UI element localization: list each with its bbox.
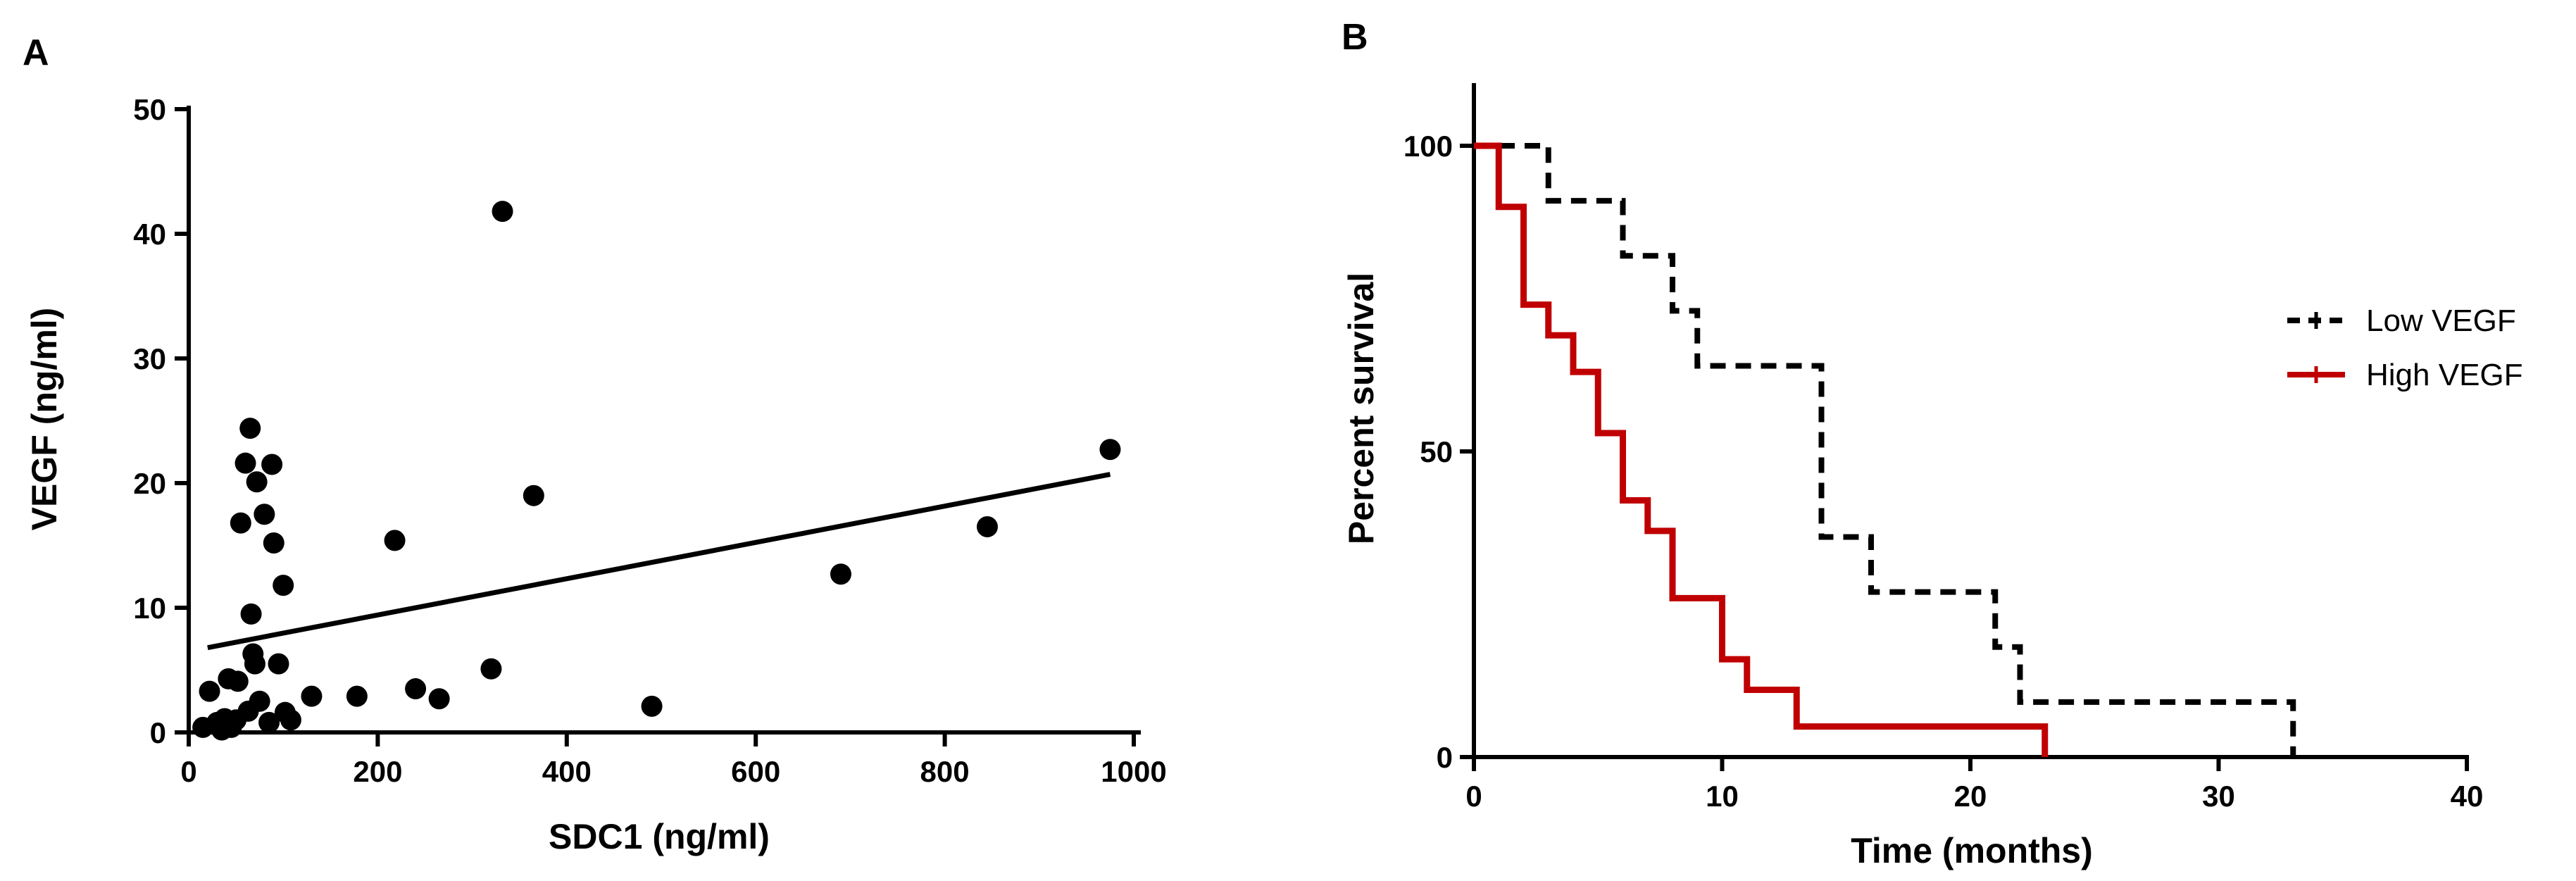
panel-a-y-axis-title: VEGF (ng/ml)	[25, 308, 64, 531]
scatter-point	[258, 711, 280, 733]
panel-b-y-tick-label: 0	[1437, 741, 1453, 774]
scatter-point	[428, 688, 450, 710]
panel-b-y-axis-title: Percent survival	[1342, 273, 1381, 544]
panel-a-y-tick-label: 0	[150, 716, 166, 749]
scatter-point	[199, 680, 220, 702]
panel-a-x-tick-label: 1000	[1101, 755, 1166, 788]
scatter-point	[301, 685, 323, 707]
panel-b-x-tick-label: 20	[1954, 780, 1987, 813]
scatter-point	[239, 418, 261, 439]
panel-a-y-tick-label: 40	[133, 218, 166, 251]
scatter-point	[246, 471, 268, 493]
scatter-point	[830, 563, 851, 585]
panel-b-y-tick-label: 100	[1403, 130, 1453, 163]
scatter-point	[405, 678, 427, 700]
panel-a-y-tick-label: 50	[133, 93, 166, 126]
panel-b-x-axis-title: Time (months)	[1851, 831, 2093, 870]
panel-a-x-tick-label: 800	[920, 755, 970, 788]
scatter-point	[268, 653, 289, 675]
scatter-point	[384, 530, 406, 551]
panel-a-regression-line	[207, 472, 1111, 651]
survival-curve-high-vegf	[1474, 142, 2049, 757]
panel-a-y-tick-label: 10	[133, 592, 166, 625]
panel-a-x-tick-label: 600	[731, 755, 780, 788]
scatter-point	[263, 532, 285, 554]
scatter-point	[254, 504, 275, 525]
scatter-point	[280, 709, 301, 731]
scatter-point	[249, 690, 270, 712]
scatter-point	[976, 516, 998, 537]
panel-b-x-tick-label: 40	[2451, 780, 2484, 813]
panel-a-x-tick-label: 200	[353, 755, 402, 788]
panel-a-y-tick-label: 20	[133, 467, 166, 500]
scatter-point	[523, 485, 544, 506]
panel-a-y-tick-label: 30	[133, 342, 166, 375]
panel-b-y-tick-label: 50	[1420, 435, 1453, 468]
scatter-point	[240, 603, 262, 625]
scatter-point	[227, 670, 249, 692]
panel-a-letter: A	[23, 32, 49, 73]
scatter-point	[273, 575, 294, 596]
scatter-point	[235, 452, 256, 474]
legend-low-vegf-label: Low VEGF	[2366, 304, 2516, 338]
panel-b-letter: B	[1342, 17, 1368, 58]
scatter-point	[492, 201, 513, 223]
panel-a-scatter-chart: A 0 10 20 30 40 50 0 200 400 600 800 1000 SDC1 (ng…	[23, 32, 1167, 856]
panel-b-survival-chart: B 0 50 100 0 10 20 30 40 Time (months) Percent…	[1342, 17, 2523, 870]
panel-b-x-tick-label: 10	[1706, 780, 1739, 813]
scatter-point	[1099, 439, 1121, 461]
scatter-point	[230, 512, 251, 534]
panel-a-x-tick-label: 400	[542, 755, 592, 788]
panel-a-x-axis-title: SDC1 (ng/ml)	[549, 817, 770, 856]
panel-b-x-tick-label: 0	[1465, 780, 1482, 813]
scatter-point	[261, 454, 283, 475]
panel-b-x-tick-label: 30	[2202, 780, 2235, 813]
panel-b-legend: Low VEGF High VEGF	[2287, 304, 2523, 392]
scatter-point	[244, 653, 265, 675]
scatter-point	[346, 685, 368, 707]
legend-high-vegf-label: High VEGF	[2366, 358, 2523, 392]
scatter-point	[480, 658, 502, 680]
survival-curve-low-vegf	[1474, 143, 2296, 757]
panel-a-x-tick-label: 0	[180, 755, 196, 788]
scatter-point	[641, 695, 663, 717]
